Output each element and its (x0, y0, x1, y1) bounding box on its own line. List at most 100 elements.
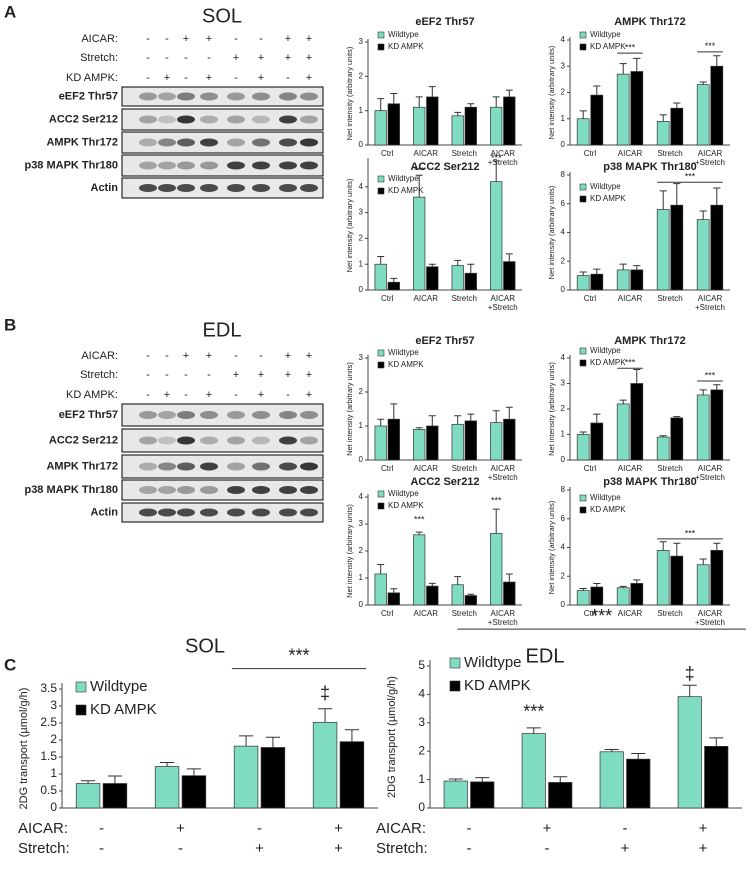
y-tick-label: 8 (561, 485, 566, 494)
blot-frame (121, 479, 324, 501)
annotation: *** (685, 172, 696, 182)
legend-swatch (579, 43, 587, 51)
error-bar (428, 263, 436, 267)
blot-band (227, 411, 245, 419)
legend-swatch (377, 187, 385, 195)
bar (590, 586, 604, 606)
blot-band (252, 486, 270, 494)
error-bar (467, 413, 475, 421)
error-bar (317, 708, 333, 723)
condition-label: Stretch: (80, 369, 118, 381)
y-tick-label: 5 (418, 658, 425, 672)
x-tick-label: Ctrl (381, 294, 394, 303)
x-tick-label: Ctrl (584, 464, 597, 473)
bar (490, 106, 503, 146)
condition-sign: - (286, 72, 290, 84)
bar (576, 275, 590, 291)
condition-sign: + (699, 820, 708, 837)
x-tick-label: Ctrl (584, 609, 597, 618)
chart-title: SOL (185, 635, 225, 657)
chart-title: ACC2 Ser212 (410, 161, 479, 173)
y-tick-label: 1 (359, 259, 364, 268)
error-bar (344, 729, 360, 742)
bar (312, 721, 338, 809)
bar (490, 533, 503, 606)
blot-band (177, 161, 195, 170)
bar (656, 209, 670, 291)
error-bar (377, 255, 385, 265)
y-tick-label: 1 (418, 772, 425, 786)
legend-label: Wildtype (388, 30, 419, 39)
blot-band (200, 92, 218, 101)
error-bar (428, 86, 436, 97)
x-tick-label: AICAR +Stretch (488, 609, 518, 627)
y-axis-label: Net intensity (arbitrary units) (547, 362, 556, 456)
blot-band (139, 486, 157, 494)
condition-sign: + (258, 389, 264, 401)
condition-sign: - (146, 33, 150, 45)
chart-title: AMPK Thr172 (614, 335, 686, 347)
error-bar (579, 431, 587, 435)
condition-sign: + (306, 52, 312, 64)
y-axis-label: Net intensity (arbitrary units) (547, 185, 556, 279)
legend-swatch (449, 657, 461, 669)
blot-band (227, 161, 245, 170)
blot-band (200, 462, 218, 471)
x-tick-label: AICAR +Stretch (695, 609, 725, 627)
condition-sign: - (623, 820, 628, 837)
y-tick-label: 2 (359, 234, 364, 243)
legend-swatch (579, 183, 587, 191)
legend-label: Wildtype (590, 30, 621, 39)
y-tick-label: 4 (359, 182, 364, 191)
y-tick-label: 3.5 (40, 681, 57, 695)
bar (670, 417, 684, 461)
blot-band (158, 184, 176, 192)
error-bar (713, 384, 721, 390)
y-axis-label: Net intensity (arbitrary units) (547, 45, 556, 139)
error-bar (390, 93, 398, 104)
blot-band (300, 462, 318, 471)
bar (490, 422, 503, 461)
error-bar (593, 582, 601, 588)
error-bar (492, 508, 500, 534)
error-bar (415, 427, 423, 430)
y-axis-label: Net intensity (arbitrary units) (345, 362, 354, 456)
bar (75, 783, 101, 809)
error-bar (659, 190, 667, 210)
condition-sign: + (183, 350, 189, 362)
legend-swatch (579, 359, 587, 367)
blot-frame (121, 108, 324, 131)
condition-sign: + (306, 389, 312, 401)
blot-title: EDL (203, 319, 242, 341)
legend-swatch (377, 31, 385, 39)
error-bar (505, 253, 513, 262)
legend-swatch (377, 502, 385, 510)
error-bar (579, 587, 587, 591)
blot-frame (121, 403, 324, 427)
legend-swatch (579, 347, 587, 355)
error-bar (454, 259, 462, 266)
error-bar (377, 564, 385, 574)
legend-label: Wildtype (388, 348, 419, 357)
condition-sign: - (286, 389, 290, 401)
blot-band (279, 115, 297, 124)
blot-band (200, 138, 218, 147)
condition-sign: - (165, 33, 169, 45)
blot-band (227, 462, 245, 471)
blot-band (300, 486, 318, 494)
legend-swatch (377, 349, 385, 357)
blot-band (139, 115, 157, 124)
y-tick-label: 6 (561, 514, 566, 523)
error-bar (467, 103, 475, 108)
error-bar (505, 89, 513, 97)
blot-band (158, 411, 176, 419)
y-axis-label: Net intensity (arbitrary units) (547, 500, 556, 594)
condition-label: AICAR: (81, 350, 118, 362)
blot-band (252, 436, 270, 445)
bar (670, 204, 684, 291)
bar (630, 269, 644, 291)
legend-label: KD AMPK (388, 42, 424, 51)
legend-swatch (579, 506, 587, 514)
blot-band (227, 508, 245, 517)
bar (630, 71, 644, 146)
